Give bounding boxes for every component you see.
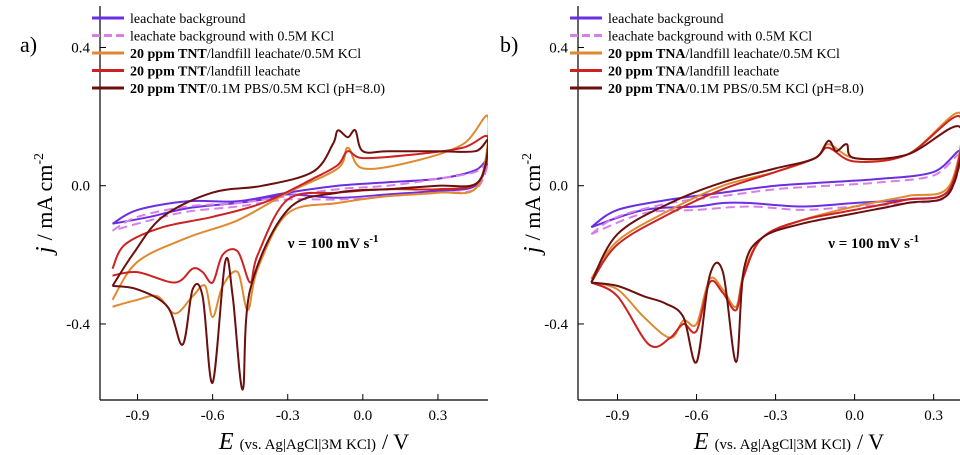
x-tick-label: -0.9 [126,408,150,424]
series-line-3 [111,134,488,284]
x-tick-label: -0.6 [201,408,225,424]
x-tick-label: -0.3 [764,408,788,424]
legend-entry-text: /landfill leachate/0.5M KCl [207,47,361,62]
legend-entry: 20 ppm TNA/landfill leachate [608,65,779,80]
panel-letter: a) [20,32,37,57]
x-tick-label: -0.3 [276,408,300,424]
legend-entry: 20 ppm TNA/0.1M PBS/0.5M KCl (pH=8.0) [608,82,864,97]
y-axis-unit: / mA cm [32,165,57,241]
y-axis-label: j / mA cm-2 [520,153,546,256]
legend: leachate background leachate background w… [570,12,864,97]
x-axis-symbol: E [693,429,709,455]
y-tick-label: -0.4 [544,317,568,333]
y-axis-exponent: -2 [520,153,535,165]
legend-entry: leachate background with 0.5M KCl [130,30,334,45]
y-tick-label: 0.4 [549,40,568,56]
y-axis-symbol: j [520,246,546,256]
y-tick-label: 0.0 [71,179,90,195]
series-line-2 [111,114,488,319]
legend-entry-text: /0.1M PBS/0.5M KCl (pH=8.0) [686,82,865,97]
scan-rate-text: ν = 100 mV s [827,236,910,252]
legend-entry-bold: 20 ppm TNT [130,47,207,62]
series-group [111,114,488,391]
y-axis-label: j / mA cm-2 [32,153,58,256]
scan-rate-annotation: ν = 100 mV s-1 [287,233,379,252]
x-tick-label: 0.0 [353,408,372,424]
legend-entry-text: /landfill leachate/0.5M KCl [686,47,840,62]
x-tick-label: 0.3 [429,408,448,424]
legend-entry: 20 ppm TNA/landfill leachate/0.5M KCl [608,47,840,62]
scan-rate-text: ν = 100 mV s [287,236,370,252]
scan-rate-exponent: -1 [910,233,919,245]
x-tick-label: -0.9 [606,408,630,424]
legend-entry: 20 ppm TNT/landfill leachate/0.5M KCl [130,47,361,62]
scan-rate-annotation: ν = 100 mV s-1 [827,233,919,252]
y-tick-label: 0.4 [71,40,90,56]
legend-entry: 20 ppm TNT/0.1M PBS/0.5M KCl (pH=8.0) [130,82,385,97]
series-line-4 [111,129,488,391]
x-axis-label: E (vs. Ag|AgCl|3M KCl) / V [693,429,884,455]
legend-entry-text: leachate background [130,12,245,27]
x-axis-symbol: E [218,429,234,455]
panel-a: -0.9 -0.6 -0.3 0.0 0.3 -0.4 0.0 0.4 E (vs. Ag|AgC… [20,6,488,455]
legend-entry-text: /0.1M PBS/0.5M KCl (pH=8.0) [207,82,386,97]
panel-letter: b) [500,32,518,57]
legend: leachate background leachate background w… [92,12,385,97]
series-group [590,111,960,364]
series-line-4 [590,125,960,364]
y-tick-label: -0.4 [66,317,90,333]
x-axis-unit: / V [857,429,884,454]
series-line-1 [590,153,960,236]
y-axis-symbol: j [32,246,58,256]
x-axis-unit: / V [382,429,409,454]
legend-entry-bold: 20 ppm TNA [608,82,686,97]
legend-entry-text: /landfill leachate [207,65,301,80]
series-line-0 [111,156,488,225]
legend-entry-text: leachate background with 0.5M KCl [608,30,812,45]
series-line-0 [590,149,960,229]
x-tick-label: 0.0 [845,408,864,424]
y-axis-exponent: -2 [32,153,47,165]
scan-rate-exponent: -1 [369,233,378,245]
y-tick-label: 0.0 [549,179,568,195]
x-axis-reference: (vs. Ag|AgCl|3M KCl) [240,437,376,453]
legend-entry-bold: 20 ppm TNA [608,65,686,80]
x-axis-reference: (vs. Ag|AgCl|3M KCl) [715,437,851,453]
legend-entry: leachate background [130,12,245,27]
x-tick-label: 0.3 [924,408,943,424]
legend-entry-bold: 20 ppm TNT [130,82,207,97]
legend-entry-text: /landfill leachate [686,65,780,80]
y-axis-unit: / mA cm [520,165,545,241]
legend-entry-bold: 20 ppm TNT [130,65,207,80]
series-line-3 [590,115,960,348]
x-tick-label: -0.6 [685,408,709,424]
panel-b: -0.9 -0.6 -0.3 0.0 0.3 -0.4 0.0 0.4 E (vs. Ag|AgC… [500,6,960,455]
legend-entry: leachate background [608,12,723,27]
legend-entry-text: leachate background [608,12,723,27]
legend-entry: 20 ppm TNT/landfill leachate [130,65,300,80]
legend-entry-text: leachate background with 0.5M KCl [130,30,334,45]
legend-entry-bold: 20 ppm TNA [608,47,686,62]
legend-entry: leachate background with 0.5M KCl [608,30,812,45]
series-line-1 [111,159,488,232]
x-axis-label: E (vs. Ag|AgCl|3M KCl) / V [218,429,409,455]
